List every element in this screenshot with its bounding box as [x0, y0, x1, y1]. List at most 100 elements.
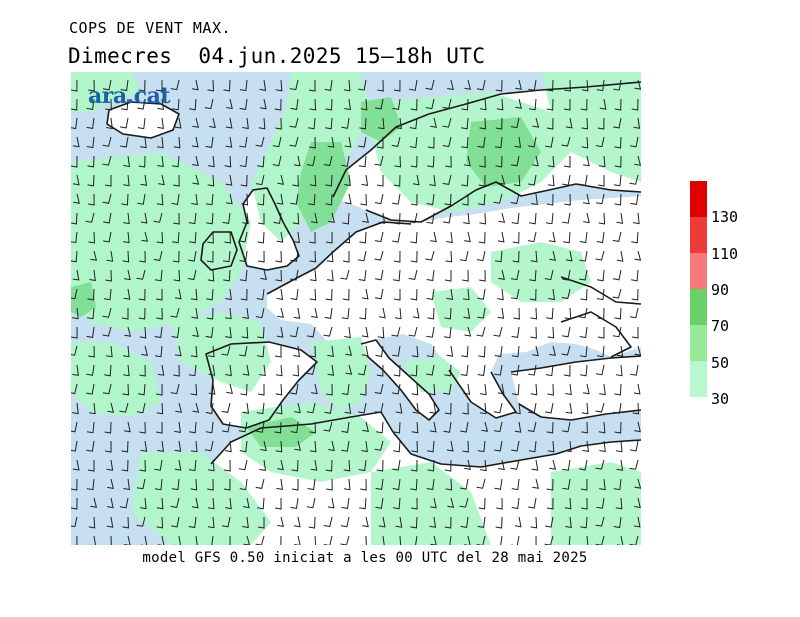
wind-barb [375, 497, 384, 509]
wind-barb [325, 288, 333, 301]
wind-barb [174, 117, 182, 129]
wind-barb [86, 478, 95, 491]
wind-barb [579, 459, 588, 471]
wind-barb [310, 459, 318, 471]
wind-barb [629, 307, 639, 319]
wind-barb [259, 79, 267, 92]
wind-barb [174, 288, 182, 300]
wind-barb [170, 497, 180, 508]
wind-barb [290, 269, 299, 281]
wind-barb [393, 364, 401, 377]
wind-gust-map [71, 72, 641, 545]
wind-barb [174, 459, 182, 471]
wind-barb [395, 516, 403, 528]
wind-barb [86, 326, 95, 338]
wind-barb [477, 307, 486, 319]
wind-barb [394, 307, 402, 320]
wind-barb [158, 174, 165, 186]
wind-barb [532, 155, 539, 167]
wind-barb [634, 497, 641, 509]
wind-barb [173, 136, 181, 149]
wind-barb [461, 345, 469, 358]
wind-barb [547, 326, 555, 339]
wind-barb [361, 174, 369, 187]
wind-barb [393, 250, 401, 263]
wind-barb [568, 535, 571, 545]
wind-barb [323, 155, 333, 167]
wind-barb [72, 459, 80, 471]
wind-barb [563, 156, 571, 168]
wind-barb [342, 251, 350, 263]
wind-barb [511, 326, 520, 338]
wind-barb [426, 326, 435, 338]
wind-barb [309, 250, 317, 263]
wind-barb [136, 516, 146, 527]
wind-barb [188, 459, 197, 472]
wind-barb [598, 421, 606, 434]
wind-barb [427, 459, 435, 472]
wind-barb [579, 231, 588, 244]
wind-barb [376, 364, 384, 377]
wind-barb [580, 516, 588, 529]
wind-barb [510, 288, 520, 300]
wind-barb [393, 497, 401, 510]
wind-barb [477, 516, 486, 528]
wind-barb [173, 212, 180, 225]
wind-barb [425, 98, 435, 110]
wind-barb [447, 79, 454, 91]
wind-barb [242, 117, 249, 130]
wind-barb [257, 345, 265, 358]
wind-barb [479, 402, 487, 415]
wind-barb [527, 421, 537, 433]
wind-barb [498, 459, 505, 471]
wind-barb [581, 136, 589, 149]
model-info-caption: model GFS 0.50 iniciat a les 00 UTC del … [0, 550, 800, 566]
wind-barb [141, 345, 148, 357]
wind-barb [477, 136, 486, 148]
wind-barb [511, 497, 520, 510]
wind-barb [307, 326, 316, 338]
wind-barb [242, 516, 249, 529]
wind-barb [343, 478, 351, 491]
wind-barb [444, 307, 452, 320]
wind-barb [205, 136, 214, 148]
wind-barb [139, 364, 146, 377]
wind-barb [139, 326, 147, 339]
wind-barb [341, 155, 350, 167]
wind-barb [581, 497, 588, 510]
wind-barb [546, 478, 554, 491]
wind-barb [476, 79, 486, 91]
wind-barb [562, 459, 571, 471]
model-info-text: model GFS 0.50 iniciat a les 00 UTC del … [142, 550, 588, 566]
wind-barb [545, 402, 554, 414]
wind-barb [308, 193, 316, 206]
wind-barb [327, 364, 335, 376]
wind-barb [86, 383, 95, 395]
wind-barb [374, 269, 384, 281]
wind-barb [324, 402, 333, 414]
wind-barb [341, 117, 350, 129]
wind-barb [123, 155, 130, 168]
wind-barb [565, 440, 572, 453]
wind-barb [190, 345, 198, 358]
wind-barb [410, 478, 418, 491]
wind-barb [580, 364, 588, 377]
wind-barb [392, 383, 401, 395]
wind-barb [631, 231, 639, 244]
wind-barb [462, 193, 469, 206]
wind-barb [476, 250, 486, 262]
wind-barb [290, 421, 299, 434]
wind-barb [514, 516, 522, 528]
wind-barb [289, 79, 299, 91]
wind-barb [629, 459, 639, 470]
wind-barb [376, 175, 384, 187]
wind-barb [240, 288, 248, 301]
wind-barb [613, 174, 622, 187]
wind-barb [190, 383, 198, 396]
wind-barb [446, 231, 453, 244]
wind-barb [255, 307, 265, 319]
wind-barb [103, 231, 112, 243]
wind-barb [495, 155, 503, 168]
wind-barb [582, 440, 589, 453]
wind-barb [580, 98, 588, 111]
